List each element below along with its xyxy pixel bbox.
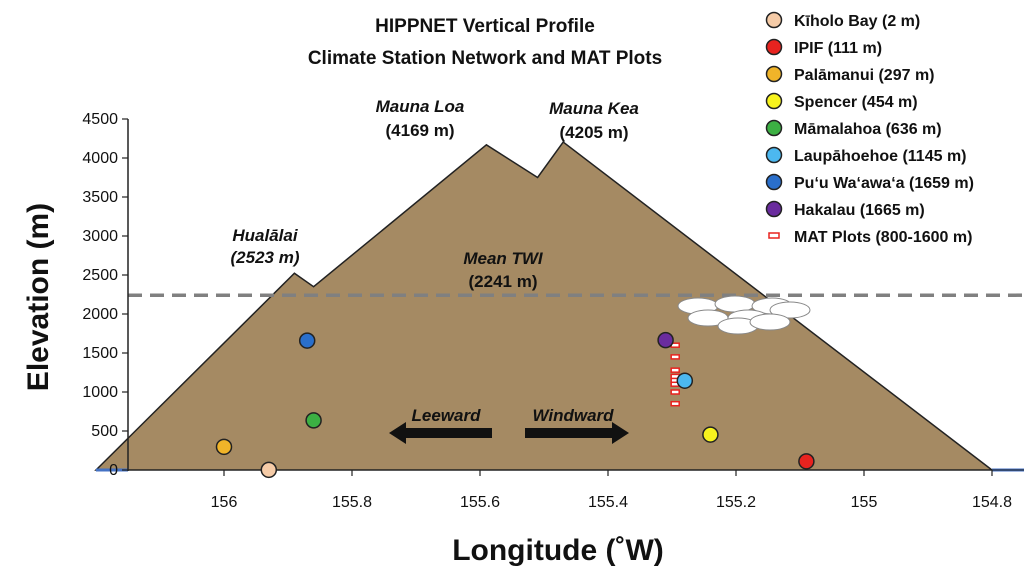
legend-label: Pu‘u Wa‘awa‘a (1659 m)	[794, 175, 974, 192]
x-axis-title: Longitude (˚W)	[452, 534, 664, 567]
legend-label: IPIF (111 m)	[794, 40, 882, 57]
mat-plot-marker	[670, 354, 680, 360]
legend-marker	[768, 232, 780, 239]
station-point	[215, 438, 233, 456]
y-tick-label: 4000	[82, 150, 118, 167]
legend-label: MAT Plots (800-1600 m)	[794, 229, 972, 246]
station-point	[798, 453, 815, 470]
annotation-hualalai: Hualālai	[232, 226, 298, 245]
legend-marker	[765, 11, 783, 29]
y-tick-label: 2500	[82, 267, 118, 284]
legend-label: Māmalahoa (636 m)	[794, 121, 942, 138]
y-tick-label: 500	[91, 423, 118, 440]
annotation-mauna-kea: (4205 m)	[560, 123, 629, 142]
y-tick-label: 4500	[82, 111, 118, 128]
x-tick-label: 155.4	[588, 494, 628, 511]
mat-plot-marker	[670, 367, 680, 373]
legend-marker	[765, 200, 783, 218]
x-tick-label: 155.2	[716, 494, 756, 511]
station-point	[305, 412, 322, 429]
annotation-mauna-loa: Mauna Loa	[376, 97, 465, 116]
station-point	[702, 426, 719, 443]
legend-label: Laupāhoehoe (1145 m)	[794, 148, 967, 165]
y-axis-title: Elevation (m)	[22, 203, 55, 391]
cloud-6	[769, 301, 811, 319]
annotation-leeward: Leeward	[412, 406, 482, 425]
x-tick-label: 156	[211, 494, 238, 511]
annotation-windward: Windward	[532, 406, 614, 425]
y-tick-label: 0	[109, 462, 118, 479]
x-tick-label: 155.6	[460, 494, 500, 511]
x-tick-label: 154.8	[972, 494, 1012, 511]
legend-label: Hakalau (1665 m)	[794, 202, 925, 219]
mat-plot-marker	[670, 400, 680, 407]
cloud-8	[749, 313, 791, 331]
legend-marker	[765, 146, 783, 164]
y-tick-label: 1000	[82, 384, 118, 401]
annotation-mauna-loa: (4169 m)	[386, 121, 455, 140]
legend: Kīholo Bay (2 m) IPIF (111 m) Palāmanui (2…	[765, 11, 974, 246]
y-tick-label: 3000	[82, 228, 118, 245]
plot-area: 0 500 1000 1500 2000 2500 3000 3500 4000 4500 156 1…	[82, 97, 1024, 511]
legend-marker	[765, 119, 783, 137]
station-point	[298, 332, 316, 349]
leeward-arrow	[389, 422, 492, 444]
annotation-mauna-kea: Mauna Kea	[549, 99, 639, 118]
station-point	[676, 372, 694, 389]
legend-label: Palāmanui (297 m)	[794, 67, 935, 84]
annotation-mean-twi: (2241 m)	[469, 272, 538, 291]
legend-marker	[765, 92, 783, 110]
y-tick-label: 2000	[82, 306, 118, 323]
x-tick-label: 155.8	[332, 494, 372, 511]
chart-title: HIPPNET Vertical Profile	[375, 16, 595, 37]
mountain-profile	[94, 140, 995, 471]
station-point	[657, 331, 674, 349]
legend-label: Spencer (454 m)	[794, 94, 918, 111]
legend-marker	[765, 65, 783, 83]
windward-arrow	[525, 422, 629, 444]
legend-label: Kīholo Bay (2 m)	[794, 13, 920, 30]
annotation-hualalai: (2523 m)	[231, 248, 300, 267]
legend-marker	[765, 38, 783, 56]
y-tick-label: 1500	[82, 345, 118, 362]
mat-plot-marker	[670, 389, 680, 395]
y-tick-label: 3500	[82, 189, 118, 206]
chart-subtitle: Climate Station Network and MAT Plots	[308, 48, 662, 69]
x-tick-label: 155	[851, 494, 878, 511]
station-point	[260, 461, 278, 479]
legend-marker	[765, 173, 783, 191]
annotation-mean-twi: Mean TWI	[463, 249, 544, 268]
